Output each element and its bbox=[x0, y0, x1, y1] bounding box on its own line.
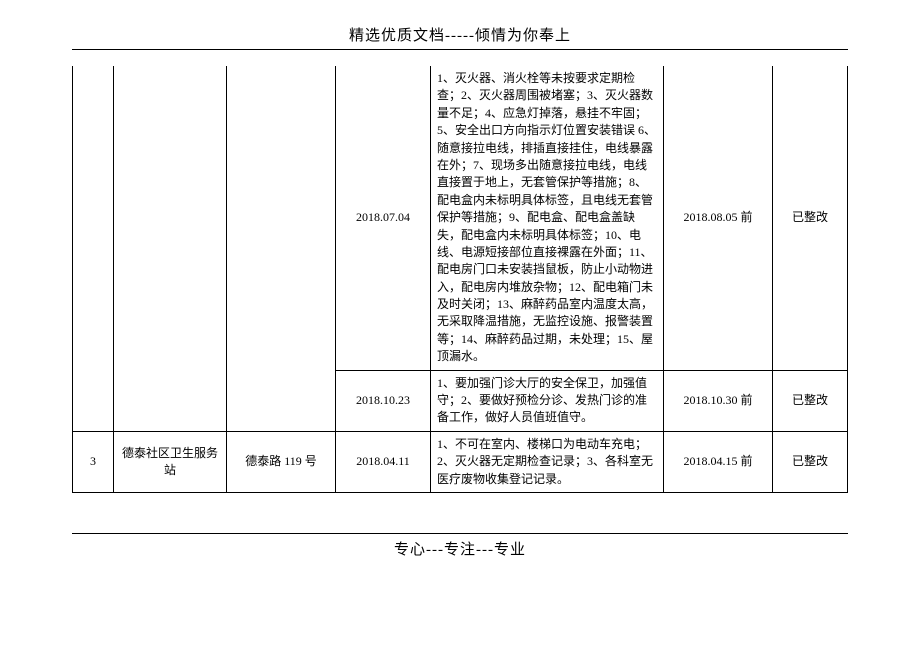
cell-addr bbox=[227, 66, 336, 431]
page-footer: 专心---专注---专业 bbox=[72, 538, 848, 559]
header-rule bbox=[72, 49, 848, 50]
page-header: 精选优质文档-----倾情为你奉上 bbox=[72, 24, 848, 45]
cell-idx bbox=[73, 66, 114, 431]
table-row: 3 德泰社区卫生服务站 德泰路 119 号 2018.04.11 1、不可在室内… bbox=[73, 431, 848, 492]
cell-desc: 1、不可在室内、楼梯口为电动车充电；2、灭火器无定期检查记录；3、各科室无医疗废… bbox=[431, 431, 664, 492]
document-page: 精选优质文档-----倾情为你奉上 2018.07.04 1、灭火器、消火栓等未… bbox=[0, 0, 920, 651]
cell-date: 2018.07.04 bbox=[336, 66, 431, 370]
cell-name: 德泰社区卫生服务站 bbox=[114, 431, 227, 492]
cell-stat: 已整改 bbox=[773, 66, 848, 370]
cell-addr: 德泰路 119 号 bbox=[227, 431, 336, 492]
table-row: 2018.07.04 1、灭火器、消火栓等未按要求定期检查；2、灭火器周围被堵塞… bbox=[73, 66, 848, 370]
cell-date: 2018.10.23 bbox=[336, 370, 431, 431]
cell-due: 2018.10.30 前 bbox=[664, 370, 773, 431]
cell-due: 2018.08.05 前 bbox=[664, 66, 773, 370]
cell-stat: 已整改 bbox=[773, 431, 848, 492]
cell-desc: 1、要加强门诊大厅的安全保卫，加强值守；2、要做好预检分诊、发热门诊的准备工作，… bbox=[431, 370, 664, 431]
cell-stat: 已整改 bbox=[773, 370, 848, 431]
inspection-table: 2018.07.04 1、灭火器、消火栓等未按要求定期检查；2、灭火器周围被堵塞… bbox=[72, 66, 848, 493]
cell-due: 2018.04.15 前 bbox=[664, 431, 773, 492]
footer-rule bbox=[72, 533, 848, 534]
cell-desc: 1、灭火器、消火栓等未按要求定期检查；2、灭火器周围被堵塞；3、灭火器数量不足；… bbox=[431, 66, 664, 370]
cell-date: 2018.04.11 bbox=[336, 431, 431, 492]
cell-idx: 3 bbox=[73, 431, 114, 492]
cell-name bbox=[114, 66, 227, 431]
